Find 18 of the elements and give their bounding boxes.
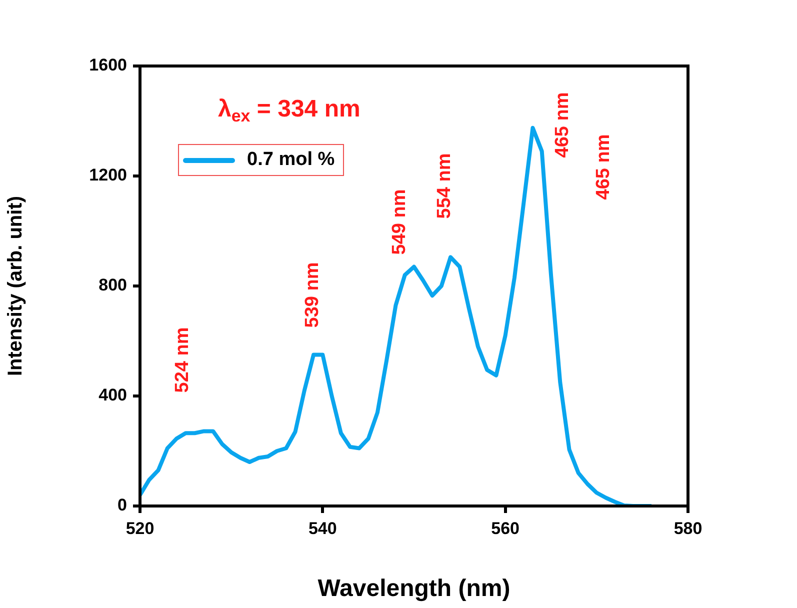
annotation: 524 nm: [172, 327, 194, 393]
y-tick-label: 800: [98, 276, 127, 295]
annotation: 539 nm: [302, 262, 324, 328]
annotation: 554 nm: [434, 153, 456, 219]
x-tick-label: 580: [674, 518, 702, 538]
y-axis-title: Intensity (arb. unit): [4, 196, 27, 376]
legend-label: 0.7 mol %: [247, 149, 335, 171]
annotation: 549 nm: [389, 189, 410, 255]
x-tick-label: 540: [308, 518, 337, 538]
x-tick-label: 520: [126, 518, 154, 538]
annotation: 465 nm: [552, 92, 574, 158]
x-axis-title: Wavelength (nm): [318, 575, 510, 602]
y-tick-label: 1200: [89, 166, 127, 185]
y-tick-label: 0: [118, 496, 127, 515]
y-tick-label: 1600: [89, 56, 127, 75]
y-tick-label: 400: [98, 386, 127, 405]
x-tick-label: 560: [491, 518, 520, 538]
annotation: 465 nm: [593, 134, 614, 200]
